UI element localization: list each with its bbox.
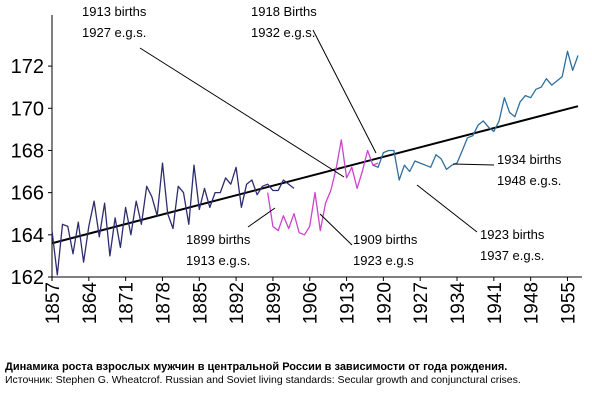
- x-tick-label: 1920: [374, 282, 395, 324]
- x-tick-label: 1878: [153, 282, 174, 324]
- caption-source: Источник: Stephen G. Wheatcrof. Russian …: [5, 374, 521, 386]
- height-by-birth-year-chart: 162 164 166 168 170 172 1857 1864 1871 1878 1885 18…: [11, 4, 582, 324]
- annotation-leader-line: [452, 163, 495, 166]
- y-tick-label: 168: [11, 140, 44, 162]
- x-tick-label: 1899: [264, 282, 285, 324]
- annotation-label: 1923 births: [480, 227, 545, 242]
- annotation-label: 1932 e.g.s.: [251, 25, 315, 40]
- annotation-label: 1918 Births: [251, 4, 317, 19]
- x-tick-label: 1871: [117, 282, 138, 324]
- annotation-label: 1913 births: [82, 4, 147, 19]
- series-line-2: [267, 139, 379, 236]
- annotation-label: 1927 e.g.s.: [82, 25, 146, 40]
- y-tick-label: 162: [11, 267, 44, 289]
- x-tick-label: 1941: [485, 282, 506, 324]
- chart-tick-labels: 162 164 166 168 170 172 1857 1864 1871 1878 1885 18…: [11, 56, 580, 324]
- series-line-3: [372, 50, 579, 181]
- y-tick-label: 166: [11, 183, 44, 205]
- x-tick-label: 1892: [227, 282, 248, 324]
- x-tick-label: 1906: [301, 282, 322, 324]
- annotation-label: 1899 births: [186, 232, 251, 247]
- figure-caption: Динамика роста взрослых мужчин в централ…: [5, 360, 590, 387]
- annotation-leader-line: [247, 207, 276, 228]
- annotation-label: 1913 e.g.s.: [186, 253, 250, 268]
- annotation-label: 1937 e.g.s.: [480, 248, 544, 263]
- annotation-label: 1909 births: [353, 232, 418, 247]
- x-tick-label: 1857: [43, 282, 64, 324]
- annotation-label: 1948 e.g.s.: [497, 173, 561, 188]
- x-tick-label: 1934: [448, 282, 469, 325]
- y-tick-label: 170: [11, 98, 44, 120]
- annotation-label: 1934 births: [497, 152, 562, 167]
- x-tick-label: 1948: [522, 282, 543, 324]
- annotation-label: 1923 e.g.s: [353, 253, 414, 268]
- x-tick-label: 1885: [190, 282, 211, 324]
- x-tick-label: 1913: [338, 282, 359, 324]
- x-tick-label: 1955: [558, 282, 579, 324]
- x-tick-label: 1864: [80, 282, 101, 325]
- y-tick-label: 164: [11, 225, 44, 247]
- series-line-1: [51, 162, 295, 276]
- annotation-leader-line: [416, 184, 478, 233]
- annotation-leader-line: [139, 47, 345, 178]
- annotations-group: 1913 births 1927 e.g.s. 1918 Births 1932 e.…: [82, 4, 562, 268]
- annotation-leader-line: [312, 29, 377, 154]
- x-tick-label: 1927: [411, 282, 432, 324]
- annotation-leader-line: [319, 213, 353, 246]
- caption-title: Динамика роста взрослых мужчин в централ…: [5, 361, 508, 373]
- y-tick-label: 172: [11, 56, 44, 78]
